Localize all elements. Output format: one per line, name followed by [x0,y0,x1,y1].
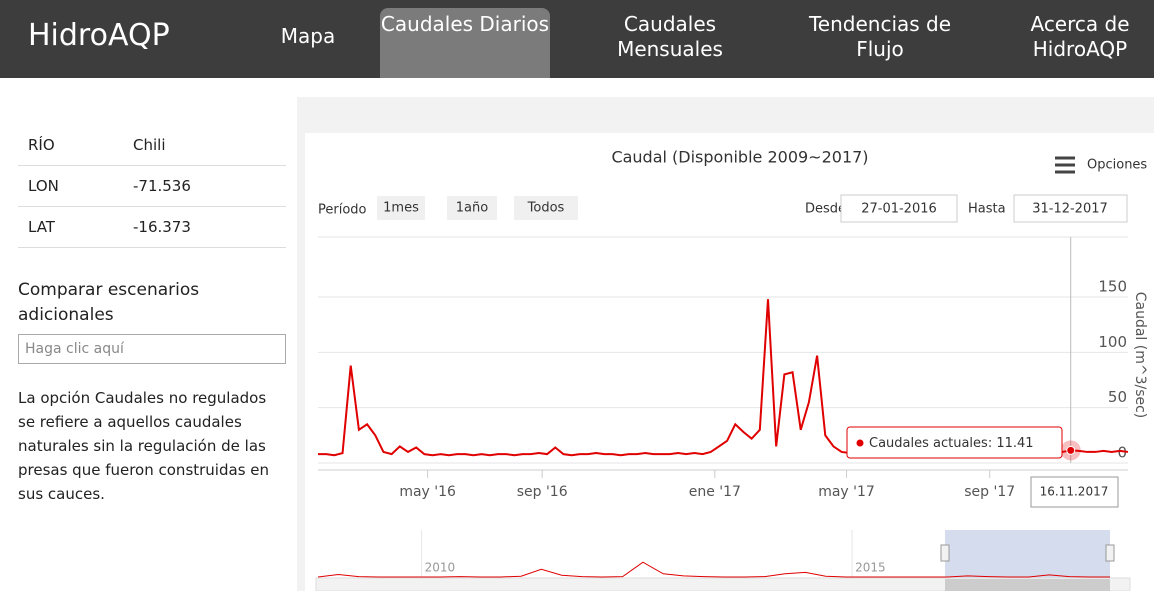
info-table: RÍO Chili LON -71.536 LAT -16.373 [18,125,286,248]
hover-point [1066,445,1076,455]
y-axis-label: Caudal (m^3/sec) [1132,292,1148,419]
info-label: RÍO [28,136,55,154]
y-tick-label: 50 [1108,388,1127,406]
tooltip-text: Caudales actuales: 11.41 [869,436,1034,451]
x-tick-label: sep '17 [964,484,1015,500]
nav-tick-label: 2010 [425,561,456,575]
info-value: -71.536 [133,177,191,195]
nav-item[interactable]: Tendencias de Flujo [808,12,952,61]
info-row: LAT -16.373 [18,207,286,248]
tooltip-value: 11.41 [996,436,1033,451]
compare-title: Comparar escenarios adicionales [18,280,200,325]
period-label: Período [318,203,367,218]
from-value: 27-01-2016 [861,202,937,217]
tooltip-sep: : [988,436,997,451]
y-tick-label: 100 [1098,333,1127,351]
chart-panel [305,133,1154,591]
nav-item[interactable]: Caudales Diarios [380,8,550,78]
nav-item[interactable]: Acerca de HidroAQP [1030,12,1130,61]
range-button-label[interactable]: 1mes [383,201,419,216]
sidebar: RÍO Chili LON -71.536 LAT -16.373 Comparar es… [18,125,286,506]
range-button-label[interactable]: Todos [527,201,565,216]
nav-line [317,561,1110,578]
chart: Caudal (Disponible 2009~2017) Opciones Per… [297,97,1154,591]
y-tick-label: 150 [1098,278,1127,296]
x-tick-label: may '16 [399,484,456,500]
scrollbar[interactable] [315,577,1131,591]
from-input[interactable] [840,194,958,223]
range-button-label[interactable]: 1año [456,201,488,216]
to-value: 31-12-2017 [1032,202,1108,217]
menu-icon[interactable] [1055,170,1075,174]
scroll-thumb[interactable] [945,579,1110,591]
chart-title: Caudal (Disponible 2009~2017) [611,148,868,167]
scenario-input[interactable]: Haga clic aquí [18,334,286,364]
nav-item[interactable]: Caudales Mensuales [617,12,723,61]
info-value: Chili [133,136,166,154]
menu-icon[interactable] [1055,156,1075,160]
x-tick-label: may '17 [818,484,875,500]
note: La opción Caudales no regulados se refie… [18,389,270,503]
range-button[interactable] [514,196,578,220]
info-value: -16.373 [133,218,191,236]
tooltip-dot [856,439,864,447]
info-label: LAT [28,218,55,236]
nav-window [945,530,1110,578]
range-button[interactable] [377,196,425,220]
nav-handle[interactable] [940,544,950,562]
x-tick-label: ene '17 [689,484,741,500]
x-tick-label: sep '16 [517,484,568,500]
brand[interactable]: HidroAQP [28,18,170,53]
nav-bar: HidroAQP Mapa Caudales Diarios Caudales Me… [0,0,1154,78]
date-tooltip [1030,476,1119,508]
menu-icon[interactable] [1055,163,1075,167]
nav-item[interactable]: Mapa [280,24,336,48]
y-tick-label: 0 [1117,444,1127,462]
from-label: Desde [805,202,846,217]
to-input[interactable] [1013,194,1128,223]
nav-tick-label: 2015 [855,561,886,575]
info-row: RÍO Chili [18,125,286,166]
tooltip-series: Caudales actuales [869,436,988,451]
info-label: LON [28,177,59,195]
date-tooltip-text: 16.11.2017 [1040,485,1109,499]
range-button[interactable] [447,196,497,220]
nav-handle[interactable] [1105,544,1115,562]
to-label: Hasta [968,202,1006,217]
info-row: LON -71.536 [18,166,286,207]
menu-label[interactable]: Opciones [1087,158,1147,173]
tooltip [846,426,1063,459]
